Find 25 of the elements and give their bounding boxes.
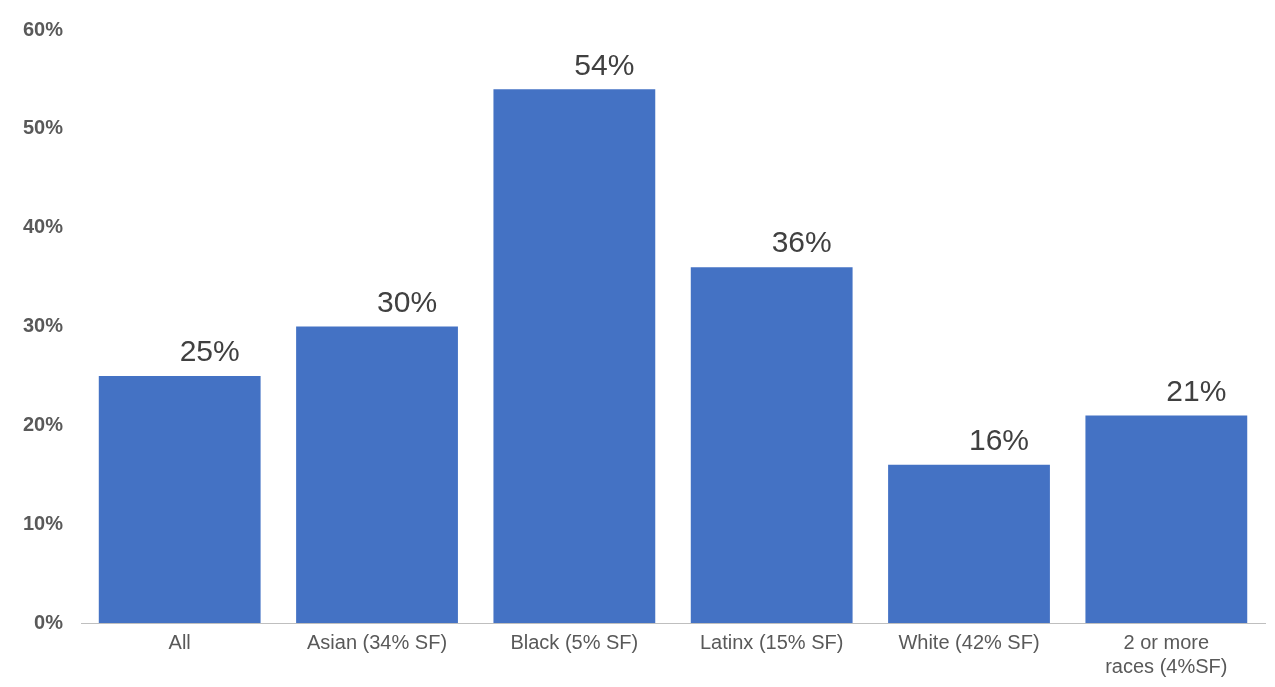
bar <box>296 326 458 623</box>
y-tick-label: 30% <box>23 314 64 337</box>
x-tick-label: Black (5% SF) <box>510 630 639 653</box>
data-label: 16% <box>968 423 1030 457</box>
y-tick-label: 50% <box>23 116 64 139</box>
bar <box>493 89 656 623</box>
y-tick-label: 60% <box>23 17 64 40</box>
bar <box>1085 415 1248 623</box>
y-tick-label: 10% <box>23 511 64 534</box>
data-label: 25% <box>179 334 240 368</box>
bar <box>888 464 1050 623</box>
data-label: 21% <box>1166 373 1227 407</box>
data-label: 54% <box>574 47 635 81</box>
data-label: 36% <box>771 225 832 259</box>
x-tick-label: White (42% SF) <box>898 630 1040 653</box>
x-tick-label: Latinx (15% SF) <box>699 630 844 653</box>
bar <box>98 375 261 623</box>
x-tick-label: All <box>168 630 191 653</box>
data-label: 30% <box>377 284 438 318</box>
x-tick-label: 2 or more races (4%SF) <box>1105 630 1228 677</box>
y-tick-label: 0% <box>34 610 64 633</box>
bar <box>690 267 853 623</box>
x-tick-label: Asian (34% SF) <box>306 630 448 653</box>
y-tick-label: 40% <box>23 215 64 238</box>
y-tick-label: 20% <box>23 412 64 435</box>
